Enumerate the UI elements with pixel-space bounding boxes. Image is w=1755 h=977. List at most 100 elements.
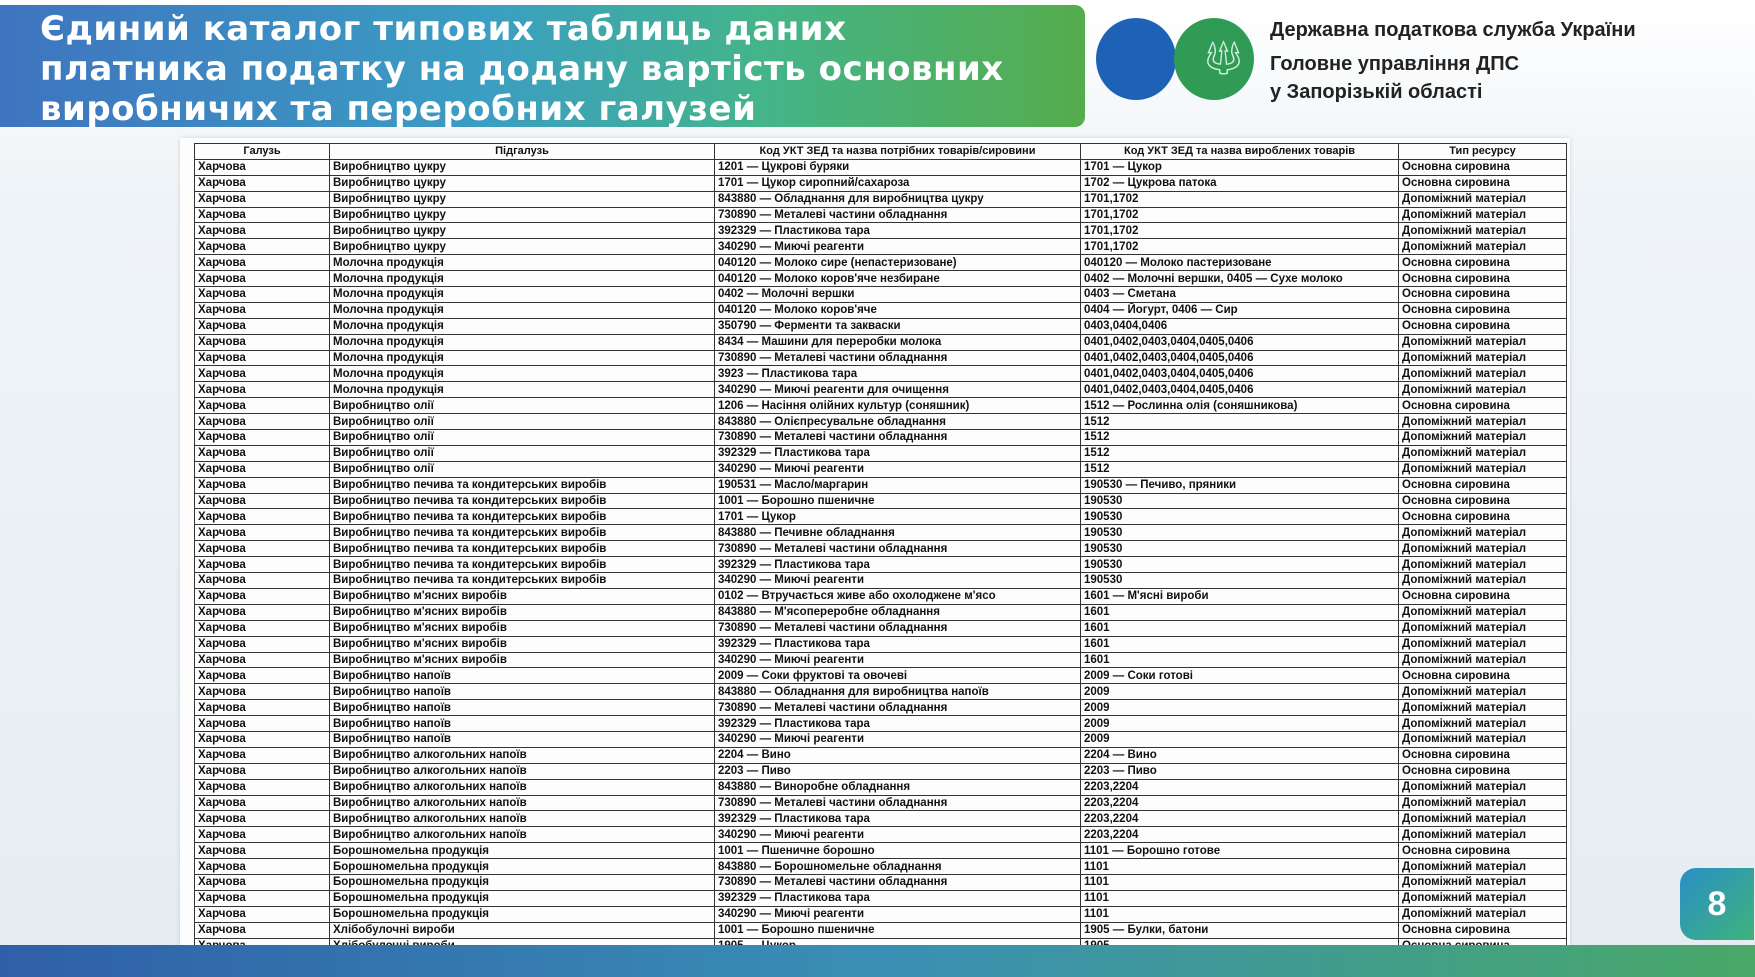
subindustry-cell: Виробництво напоїв	[329, 715, 715, 732]
input-goods-cell: 843880 — Обладнання для виробництва напо…	[714, 683, 1081, 701]
output-goods-cell: 0401,0402,0403,0404,0405,0406	[1080, 381, 1399, 399]
input-goods-cell: 340290 — Миючі реагенти	[714, 905, 1081, 923]
subindustry-cell: Борошномельна продукція	[329, 873, 715, 891]
input-goods-cell: 843880 — Борошномельне обладнання	[714, 858, 1081, 875]
input-goods-cell: 1001 — Пшеничне борошно	[714, 842, 1081, 860]
output-goods-cell: 1701,1702	[1080, 238, 1399, 256]
column-header: Код УКТ ЗЕД та назва потрібних товарів/с…	[714, 143, 1081, 160]
table-row: Харчова Молочна продукція 340290 — Миючі р…	[194, 381, 1567, 399]
resource-type-cell: Основна сировина	[1398, 397, 1567, 415]
table-row: Харчова Молочна продукція 3923 — Пластиков…	[194, 365, 1567, 383]
resource-type-cell: Основна сировина	[1398, 317, 1567, 335]
table-row: Харчова Виробництво напоїв 730890 — Метале…	[194, 699, 1567, 717]
table-row: Харчова Виробництво алкогольних напоїв 340…	[194, 826, 1567, 844]
industry-cell: Харчова	[194, 333, 330, 351]
input-goods-cell: 730890 — Металеві частини обладнання	[714, 429, 1081, 446]
table-row: Харчова Виробництво олії 340290 — Миючі ре…	[194, 460, 1567, 478]
table-row: Харчова Борошномельна продукція 843880 — Б…	[194, 858, 1567, 875]
resource-type-cell: Основна сировина	[1398, 762, 1567, 780]
table-row: Харчова Виробництво м'ясних виробів 843880…	[194, 603, 1567, 621]
subindustry-cell: Виробництво печива та кондитерських виро…	[329, 524, 715, 542]
input-goods-cell: 730890 — Металеві частини обладнання	[714, 794, 1081, 812]
input-goods-cell: 0102 — Втручається живе або охолоджене м…	[714, 587, 1081, 605]
input-goods-cell: 340290 — Миючі реагенти	[714, 826, 1081, 844]
resource-type-cell: Основна сировина	[1398, 921, 1567, 939]
industry-cell: Харчова	[194, 683, 330, 701]
resource-type-cell: Допоміжний матеріал	[1398, 889, 1567, 907]
output-goods-cell: 190530	[1080, 508, 1399, 526]
table-row: Харчова Виробництво печива та кондитерськ…	[194, 508, 1567, 526]
industry-cell: Харчова	[194, 572, 330, 589]
resource-type-cell: Допоміжний матеріал	[1398, 429, 1567, 446]
output-goods-cell: 190530	[1080, 556, 1399, 574]
input-goods-cell: 392329 — Пластикова тара	[714, 444, 1081, 462]
output-goods-cell: 2203,2204	[1080, 810, 1399, 828]
output-goods-cell: 190530	[1080, 524, 1399, 542]
resource-type-cell: Допоміжний матеріал	[1398, 349, 1567, 367]
output-goods-cell: 1512 — Рослинна олія (соняшникова)	[1080, 397, 1399, 415]
table-row: Харчова Виробництво напоїв 392329 — Пласти…	[194, 715, 1567, 732]
output-goods-cell: 2009	[1080, 715, 1399, 732]
table-row: Харчова Виробництво м'ясних виробів 0102 —…	[194, 587, 1567, 605]
input-goods-cell: 040120 — Молоко коров'яче незбиране	[714, 270, 1081, 288]
industry-cell: Харчова	[194, 381, 330, 399]
logo-blue-circle	[1096, 18, 1176, 100]
output-goods-cell: 1601 — М'ясні вироби	[1080, 587, 1399, 605]
table-row: Харчова Молочна продукція 730890 — Металев…	[194, 349, 1567, 367]
industry-cell: Харчова	[194, 730, 330, 748]
table-row: Харчова Виробництво алкогольних напоїв 392…	[194, 810, 1567, 828]
resource-type-cell: Допоміжний матеріал	[1398, 651, 1567, 669]
subindustry-cell: Виробництво напоїв	[329, 730, 715, 748]
industry-cell: Харчова	[194, 174, 330, 192]
output-goods-cell: 1701,1702	[1080, 190, 1399, 208]
input-goods-cell: 1206 — Насіння олійних культур (соняшник…	[714, 397, 1081, 415]
column-header: Тип ресурсу	[1398, 143, 1567, 160]
output-goods-cell: 040120 — Молоко пастеризоване	[1080, 254, 1399, 272]
input-goods-cell: 730890 — Металеві частини обладнання	[714, 873, 1081, 891]
table-row: Харчова Виробництво печива та кондитерськ…	[194, 572, 1567, 589]
table-row: Харчова Виробництво печива та кондитерськ…	[194, 476, 1567, 494]
industry-cell: Харчова	[194, 444, 330, 462]
industry-cell: Харчова	[194, 810, 330, 828]
input-goods-cell: 040120 — Молоко сире (непастеризоване)	[714, 254, 1081, 272]
table-row: Харчова Виробництво м'ясних виробів 392329…	[194, 635, 1567, 653]
output-goods-cell: 1601	[1080, 619, 1399, 637]
industry-cell: Харчова	[194, 365, 330, 383]
input-goods-cell: 340290 — Миючі реагенти	[714, 238, 1081, 256]
table-row: Харчова Виробництво цукру 340290 — Миючі р…	[194, 238, 1567, 256]
subindustry-cell: Виробництво напоїв	[329, 699, 715, 717]
table-row: Харчова Виробництво цукру 843880 — Обладна…	[194, 190, 1567, 208]
table-row: Харчова Виробництво цукру 392329 — Пластик…	[194, 222, 1567, 240]
resource-type-cell: Допоміжний матеріал	[1398, 190, 1567, 208]
output-goods-cell: 1101 — Борошно готове	[1080, 842, 1399, 860]
subindustry-cell: Виробництво цукру	[329, 190, 715, 208]
subindustry-cell: Виробництво м'ясних виробів	[329, 635, 715, 653]
resource-type-cell: Основна сировина	[1398, 587, 1567, 605]
output-goods-cell: 0403 — Сметана	[1080, 286, 1399, 303]
output-goods-cell: 1512	[1080, 413, 1399, 431]
table-row: Харчова Виробництво м'ясних виробів 730890…	[194, 619, 1567, 637]
subindustry-cell: Виробництво м'ясних виробів	[329, 619, 715, 637]
subindustry-cell: Виробництво алкогольних напоїв	[329, 794, 715, 812]
industry-cell: Харчова	[194, 667, 330, 685]
resource-type-cell: Основна сировина	[1398, 492, 1567, 510]
subindustry-cell: Виробництво олії	[329, 413, 715, 431]
input-goods-cell: 843880 — Олієпресувальне обладнання	[714, 413, 1081, 431]
subindustry-cell: Виробництво алкогольних напоїв	[329, 778, 715, 796]
industry-cell: Харчова	[194, 476, 330, 494]
industry-cell: Харчова	[194, 222, 330, 240]
subindustry-cell: Виробництво м'ясних виробів	[329, 587, 715, 605]
resource-type-cell: Допоміжний матеріал	[1398, 715, 1567, 732]
table-row: Харчова Виробництво олії 1206 — Насіння ол…	[194, 397, 1567, 415]
industry-cell: Харчова	[194, 635, 330, 653]
resource-type-cell: Допоміжний матеріал	[1398, 444, 1567, 462]
resource-type-cell: Допоміжний матеріал	[1398, 381, 1567, 399]
input-goods-cell: 340290 — Миючі реагенти	[714, 651, 1081, 669]
industry-cell: Харчова	[194, 619, 330, 637]
input-goods-cell: 340290 — Миючі реагенти	[714, 730, 1081, 748]
table-row: Харчова Виробництво напоїв 2009 — Соки фру…	[194, 667, 1567, 685]
resource-type-cell: Допоміжний матеріал	[1398, 873, 1567, 891]
input-goods-cell: 392329 — Пластикова тара	[714, 810, 1081, 828]
output-goods-cell: 2203,2204	[1080, 794, 1399, 812]
input-goods-cell: 392329 — Пластикова тара	[714, 222, 1081, 240]
